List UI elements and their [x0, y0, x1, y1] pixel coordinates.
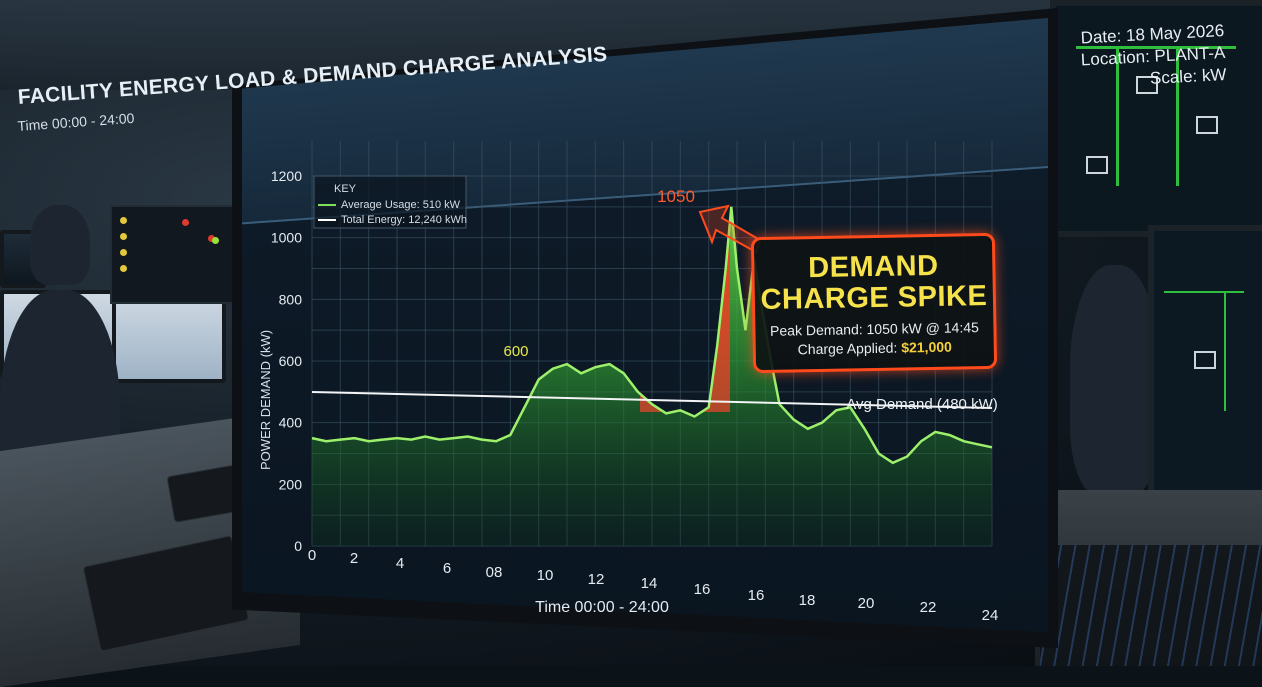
callout-title-line2: CHARGE SPIKE — [760, 280, 988, 316]
x-tick-label: 0 — [308, 547, 316, 564]
legend-item-total: Total Energy: 12,240 kWh — [341, 214, 467, 226]
load-line — [311, 206, 993, 465]
x-tick-label: 20 — [858, 595, 875, 612]
x-tick-label: 12 — [588, 571, 605, 588]
demand-charge-callout: DEMAND CHARGE SPIKE Peak Demand: 1050 kW… — [750, 232, 998, 374]
x-tick-label: 16 — [694, 581, 711, 598]
series-area — [311, 206, 993, 547]
x-tick-label: 08 — [486, 564, 503, 581]
legend: KEY Average Usage: 510 kW Total Energy: … — [313, 175, 467, 229]
callout-charge-value: $21,000 — [901, 338, 952, 356]
peak-value-label: 1050 — [657, 187, 695, 206]
x-tick-label: 6 — [443, 560, 451, 577]
legend-title: KEY — [334, 183, 357, 195]
x-tick-label: 22 — [920, 599, 937, 616]
right-schematic-monitor — [1148, 225, 1262, 497]
x-tick-label: 24 — [982, 607, 999, 624]
scada-wall-screen — [1050, 0, 1262, 237]
cable-bundle — [1040, 545, 1262, 666]
operator-left — [30, 205, 90, 285]
x-tick-label: 14 — [641, 575, 658, 592]
y-tick-label: 200 — [279, 476, 303, 492]
x-tick-label: 4 — [396, 555, 404, 572]
local-peak-label: 600 — [503, 343, 528, 360]
y-tick-label: 1000 — [271, 230, 302, 246]
avg-demand-line — [311, 391, 993, 409]
y-tick-label: 400 — [279, 415, 303, 431]
x-tick-label: 16 — [748, 587, 765, 604]
y-tick-label: 800 — [279, 291, 303, 307]
avg-demand-label: Avg Demand (480 kW) — [846, 396, 997, 413]
callout-charge-prefix: Charge Applied: — [797, 339, 902, 358]
x-tick-label: 10 — [537, 567, 554, 584]
y-tick-label: 0 — [294, 538, 302, 554]
legend-item-average: Average Usage: 510 kW — [341, 199, 461, 211]
load-area — [312, 206, 992, 547]
y-axis-title: POWER DEMAND (kW) — [258, 330, 273, 470]
x-axis-title: Time 00:00 - 24:00 — [535, 599, 669, 616]
peak-area — [640, 221, 730, 412]
y-tick-label: 1200 — [271, 168, 302, 184]
x-tick-label: 18 — [799, 592, 816, 609]
server-rack — [110, 205, 234, 304]
operator-right — [1070, 265, 1160, 495]
y-tick-label: 600 — [279, 353, 303, 369]
x-tick-label: 2 — [350, 550, 358, 567]
